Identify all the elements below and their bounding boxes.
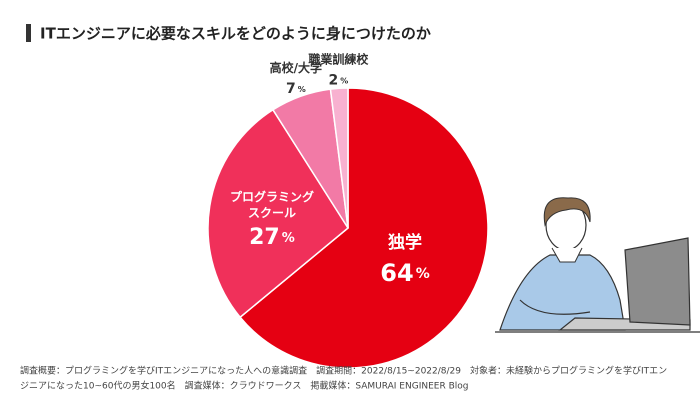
pie-slice [239, 87, 489, 369]
value-label: 7% [286, 81, 306, 97]
slice-label: 職業訓練校 [308, 51, 369, 66]
title-bar [26, 24, 31, 42]
value-label: 64% [380, 259, 429, 287]
slice-label: 独学 [388, 232, 422, 253]
footnote: 調査概要：プログラミングを学びITエンジニアになった人への意識調査 調査期間：2… [20, 365, 667, 377]
value-number: 64 [380, 259, 413, 287]
value-label: 2% [328, 72, 348, 88]
illustration [495, 197, 700, 333]
footnote: ジニアになった10~60代の男女100名 調査媒体：クラウドワークス 掲載媒体：… [20, 380, 468, 392]
value-unit: % [340, 76, 348, 85]
slice-label: プログラミングスクール [230, 188, 314, 219]
value-number: 27 [249, 225, 280, 250]
pie-slice [329, 87, 349, 229]
value-unit: % [416, 266, 430, 282]
value-unit: % [298, 85, 306, 94]
value-unit: % [282, 230, 295, 245]
chart-title: ITエンジニアに必要なスキルをどのように身につけたのか [40, 25, 431, 43]
slice-label: 高校/大学 [270, 60, 322, 75]
value-number: 2 [328, 72, 338, 88]
value-number: 7 [286, 81, 296, 97]
value-label: 27% [249, 225, 295, 250]
pie-slice [207, 108, 349, 319]
